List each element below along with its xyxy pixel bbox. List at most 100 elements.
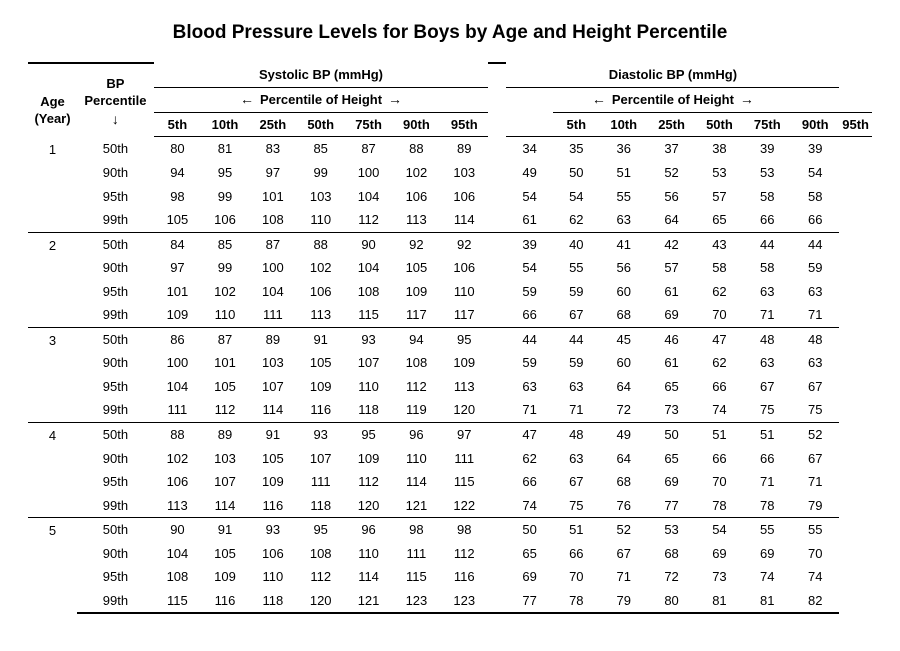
systolic-cell: 101 xyxy=(201,351,249,375)
systolic-cell: 95 xyxy=(440,327,488,351)
bp-percentile-cell: 90th xyxy=(77,351,154,375)
diastolic-cell: 51 xyxy=(696,422,744,446)
systolic-cell: 121 xyxy=(392,494,440,518)
diastolic-cell: 35 xyxy=(553,137,600,161)
diastolic-cell: 44 xyxy=(791,232,839,256)
diastolic-header: Diastolic BP (mmHg) xyxy=(506,63,839,87)
diastolic-cell: 69 xyxy=(648,470,696,494)
systolic-cell: 92 xyxy=(440,232,488,256)
systolic-cell: 91 xyxy=(297,327,345,351)
systolic-cell: 101 xyxy=(154,280,201,304)
height-pct-header: 75th xyxy=(743,112,791,137)
systolic-cell: 112 xyxy=(440,542,488,566)
gap-cell xyxy=(488,161,506,185)
systolic-cell: 102 xyxy=(392,161,440,185)
height-pct-header: 25th xyxy=(249,112,297,137)
diastolic-cell: 75 xyxy=(553,494,600,518)
systolic-cell: 104 xyxy=(345,185,393,209)
systolic-cell: 100 xyxy=(249,256,297,280)
height-pct-header: 90th xyxy=(791,112,839,137)
diastolic-cell: 61 xyxy=(648,280,696,304)
diastolic-cell: 60 xyxy=(600,280,648,304)
systolic-cell: 109 xyxy=(297,375,345,399)
diastolic-cell: 82 xyxy=(791,589,839,614)
age-cell: 5 xyxy=(28,518,77,614)
bp-percentile-cell: 90th xyxy=(77,256,154,280)
systolic-cell: 96 xyxy=(345,518,393,542)
systolic-cell: 109 xyxy=(440,351,488,375)
table-row: 350th8687899193949544444546474848 xyxy=(28,327,872,351)
diastolic-cell: 71 xyxy=(791,470,839,494)
gap-cell xyxy=(488,422,506,446)
diastolic-cell: 78 xyxy=(743,494,791,518)
diastolic-cell: 54 xyxy=(696,518,744,542)
systolic-cell: 107 xyxy=(297,447,345,471)
diastolic-cell: 66 xyxy=(743,208,791,232)
diastolic-cell: 66 xyxy=(506,470,552,494)
bp-percentile-cell: 95th xyxy=(77,280,154,304)
systolic-cell: 97 xyxy=(154,256,201,280)
diastolic-cell: 47 xyxy=(506,422,552,446)
systolic-cell: 89 xyxy=(201,422,249,446)
diastolic-cell: 50 xyxy=(553,161,600,185)
bp-percentile-cell: 99th xyxy=(77,398,154,422)
systolic-cell: 95 xyxy=(345,422,393,446)
diastolic-cell: 79 xyxy=(791,494,839,518)
gap-cell xyxy=(488,327,506,351)
gap-cell xyxy=(488,542,506,566)
diastolic-cell: 54 xyxy=(506,256,552,280)
systolic-cell: 95 xyxy=(297,518,345,542)
systolic-cell: 104 xyxy=(154,375,201,399)
bp-percentile-cell: 50th xyxy=(77,518,154,542)
systolic-cell: 111 xyxy=(297,470,345,494)
diastolic-cell: 68 xyxy=(600,470,648,494)
diastolic-cell: 66 xyxy=(696,375,744,399)
systolic-cell: 115 xyxy=(392,565,440,589)
table-row: 450th8889919395969747484950515152 xyxy=(28,422,872,446)
diastolic-cell: 65 xyxy=(696,208,744,232)
diastolic-cell: 42 xyxy=(648,232,696,256)
table-row: 95th10410510710911011211363636465666767 xyxy=(28,375,872,399)
systolic-cell: 114 xyxy=(440,208,488,232)
diastolic-cell: 39 xyxy=(743,137,791,161)
bp-percentile-cell: 50th xyxy=(77,422,154,446)
systolic-cell: 105 xyxy=(392,256,440,280)
diastolic-cell: 71 xyxy=(553,398,600,422)
systolic-cell: 100 xyxy=(154,351,201,375)
diastolic-cell: 67 xyxy=(791,375,839,399)
diastolic-cell: 67 xyxy=(743,375,791,399)
systolic-cell: 101 xyxy=(249,185,297,209)
diastolic-cell: 64 xyxy=(600,375,648,399)
height-pct-header: 10th xyxy=(201,112,249,137)
diastolic-cell: 66 xyxy=(553,542,600,566)
bp-percentile-cell: 95th xyxy=(77,470,154,494)
gap-cell xyxy=(488,303,506,327)
systolic-cell: 106 xyxy=(392,185,440,209)
diastolic-cell: 67 xyxy=(600,542,648,566)
percentile-of-height-label: Percentile of Height xyxy=(612,91,734,109)
gap-cell xyxy=(488,232,506,256)
bp-percentile-cell: 99th xyxy=(77,589,154,614)
table-row: 99th10510610811011211311461626364656666 xyxy=(28,208,872,232)
diastolic-cell: 61 xyxy=(648,351,696,375)
age-label-bot: (Year) xyxy=(31,110,74,128)
systolic-cell: 108 xyxy=(297,542,345,566)
diastolic-cell: 63 xyxy=(506,375,552,399)
systolic-cell: 93 xyxy=(297,422,345,446)
table-row: 99th11111211411611811912071717273747575 xyxy=(28,398,872,422)
bp-percentile-cell: 99th xyxy=(77,494,154,518)
systolic-cell: 91 xyxy=(249,422,297,446)
systolic-cell: 123 xyxy=(440,589,488,614)
systolic-cell: 109 xyxy=(345,447,393,471)
systolic-cell: 106 xyxy=(297,280,345,304)
age-cell: 2 xyxy=(28,232,77,327)
diastolic-cell: 79 xyxy=(600,589,648,614)
systolic-cell: 87 xyxy=(249,232,297,256)
systolic-cell: 114 xyxy=(392,470,440,494)
diastolic-cell: 47 xyxy=(696,327,744,351)
diastolic-cell: 46 xyxy=(648,327,696,351)
arrow-right-icon: → xyxy=(388,92,402,106)
systolic-cell: 88 xyxy=(392,137,440,161)
bp-percentile-cell: 95th xyxy=(77,375,154,399)
diastolic-cell: 80 xyxy=(648,589,696,614)
